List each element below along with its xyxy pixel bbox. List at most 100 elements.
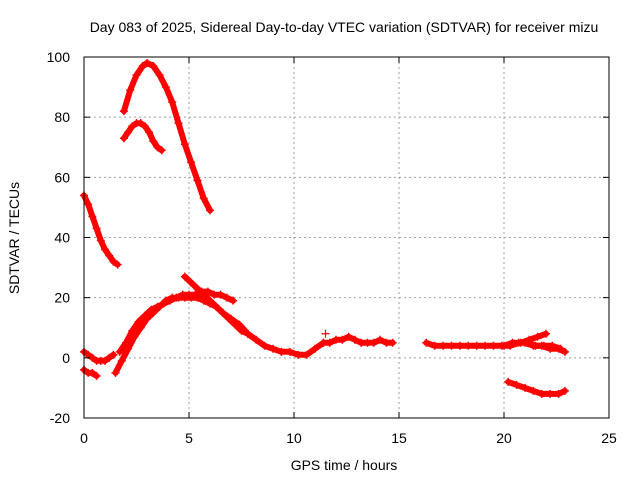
data-point — [145, 128, 154, 137]
data-point — [132, 71, 141, 80]
data-point — [206, 296, 214, 305]
data-point — [546, 389, 555, 398]
data-point — [369, 338, 378, 347]
data-point — [212, 302, 221, 311]
data-point — [455, 341, 464, 350]
axis-ticks: 0 5 10 15 20 25 -20 0 20 40 60 80 100 — [47, 49, 617, 446]
data-point — [147, 305, 156, 314]
data-point — [126, 86, 135, 95]
data-point — [350, 335, 359, 344]
data-point — [113, 260, 122, 269]
data-point — [521, 338, 529, 347]
data-point — [243, 329, 252, 338]
data-point — [153, 302, 162, 311]
data-point — [88, 212, 97, 221]
data-point — [143, 59, 151, 68]
data-point — [533, 332, 542, 341]
data-point — [252, 335, 261, 344]
data-point — [122, 338, 130, 347]
series-arc-mid-flat — [319, 332, 397, 347]
data-point — [529, 386, 538, 395]
data-point — [500, 341, 508, 350]
data-point — [216, 290, 225, 299]
data-point — [560, 386, 569, 395]
x-axis-title: GPS time / hours — [291, 457, 398, 473]
data-point — [237, 326, 246, 335]
data-point — [191, 290, 200, 299]
y-tick-label: 40 — [54, 230, 70, 246]
data-point — [168, 98, 177, 107]
series-arc-early-dip — [80, 347, 118, 365]
data-point — [224, 314, 233, 323]
data-point — [199, 194, 208, 203]
data-point — [537, 389, 546, 398]
data-point — [439, 341, 448, 350]
data-point — [344, 332, 353, 341]
data-point — [159, 299, 168, 308]
data-point — [489, 341, 498, 350]
data-point — [203, 287, 212, 296]
x-tick-label: 20 — [496, 430, 512, 446]
data-point — [193, 284, 202, 293]
data-point — [294, 350, 303, 359]
x-tick-label: 5 — [185, 430, 193, 446]
data-point — [302, 350, 311, 359]
series-arc-early-decline — [80, 191, 122, 269]
data-point — [92, 371, 101, 380]
data-point — [172, 293, 181, 302]
data-point — [180, 272, 189, 281]
y-tick-label: 60 — [54, 169, 70, 185]
data-point — [134, 317, 143, 326]
data-point — [119, 107, 128, 116]
data-point — [560, 347, 569, 356]
data-point — [231, 320, 240, 329]
x-tick-label: 10 — [286, 430, 302, 446]
series-arc-late-negative — [504, 377, 569, 398]
data-point — [101, 245, 109, 254]
data-point — [155, 71, 164, 80]
data-point — [546, 344, 555, 353]
data-point — [109, 257, 118, 266]
data-point — [311, 344, 319, 353]
data-point — [115, 347, 124, 356]
data-point — [206, 206, 214, 215]
data-point — [218, 308, 227, 317]
data-point — [140, 311, 149, 320]
data-point — [504, 377, 513, 386]
data-point — [187, 158, 196, 167]
data-point — [109, 350, 118, 359]
series-arc-peak-upper — [119, 59, 214, 215]
data-point — [222, 293, 231, 302]
data-point — [285, 347, 294, 356]
data-point — [554, 344, 563, 353]
data-point — [388, 338, 397, 347]
data-point — [199, 290, 208, 299]
data-point — [512, 380, 521, 389]
data-point — [269, 344, 277, 353]
data-point — [161, 83, 170, 92]
data-point — [149, 137, 158, 146]
data-point — [128, 326, 137, 335]
data-point — [111, 368, 120, 377]
y-tick-label: 0 — [62, 350, 70, 366]
data-point — [229, 296, 238, 305]
chart-title: Day 083 of 2025, Sidereal Day-to-day VTE… — [90, 19, 599, 35]
y-tick-label: -20 — [50, 410, 70, 426]
data-point — [92, 224, 101, 233]
data-point — [157, 146, 166, 155]
grid — [84, 57, 609, 418]
series-arc-peak-lower — [119, 119, 166, 155]
data-point — [325, 338, 334, 347]
data-point — [166, 296, 175, 305]
data-point — [193, 176, 202, 185]
data-point — [472, 341, 481, 350]
data-point — [422, 338, 431, 347]
data-point — [117, 356, 126, 365]
data-point — [529, 341, 538, 350]
data-point — [464, 341, 473, 350]
data-point — [430, 341, 439, 350]
data-point — [554, 389, 563, 398]
data-point — [105, 353, 114, 362]
data-point — [260, 341, 269, 350]
